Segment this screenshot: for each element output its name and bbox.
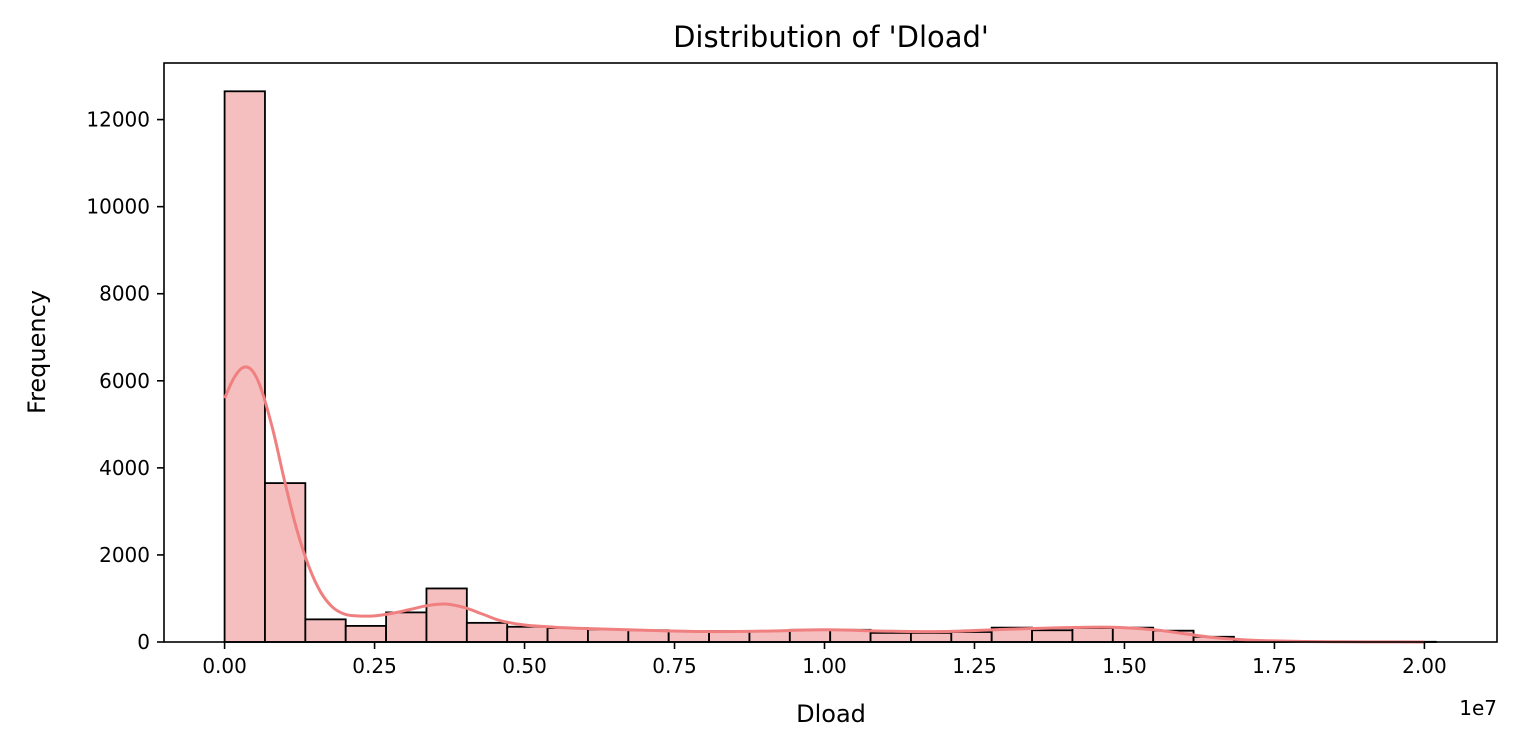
chart-title: Distribution of 'Dload' (673, 20, 989, 54)
y-tick-label: 0 (137, 630, 150, 654)
histogram-bar (264, 482, 307, 643)
histogram-bar (425, 587, 468, 643)
x-tick-label: 0.25 (352, 654, 397, 678)
histogram-bar (587, 628, 630, 643)
y-tick-label: 10000 (86, 195, 150, 219)
y-tick-label: 12000 (86, 108, 150, 132)
histogram-bar (1031, 629, 1074, 643)
histogram-bar (344, 624, 387, 643)
histogram-bars (223, 90, 1437, 643)
y-tick-label: 4000 (99, 456, 150, 480)
y-tick-label: 6000 (99, 369, 150, 393)
histogram-bar (869, 631, 912, 643)
x-tick-label: 1.00 (802, 654, 847, 678)
plot-frame (163, 62, 1498, 643)
y-tick-label: 2000 (99, 543, 150, 567)
x-axis-offset-label: 1e7 (1459, 696, 1497, 720)
x-tick-label: 2.00 (1402, 654, 1447, 678)
x-tick-label: 1.75 (1252, 654, 1297, 678)
x-axis-label: Dload (796, 700, 866, 728)
x-tick-label: 1.25 (952, 654, 997, 678)
x-tick-label: 0.50 (502, 654, 547, 678)
histogram-bar (465, 621, 509, 643)
histogram-bar (304, 618, 347, 643)
histogram-bar (546, 627, 589, 643)
y-tick-label: 8000 (99, 282, 150, 306)
kde-curve (223, 365, 1425, 644)
y-axis-label: Frequency (23, 290, 51, 414)
histogram-bar (748, 630, 791, 643)
x-axis-ticks: 0.00 0.25 0.50 0.75 1.00 1.25 1.50 1.75 2.00 (202, 642, 1447, 678)
y-axis-ticks: 0 2000 4000 6000 8000 10000 12000 (86, 108, 164, 654)
x-tick-label: 1.50 (1102, 654, 1147, 678)
histogram-bar (910, 631, 953, 643)
histogram-bar (950, 631, 993, 643)
histogram-bar (506, 625, 549, 643)
x-tick-label: 0.00 (202, 654, 247, 678)
histogram-bar (385, 611, 428, 643)
x-tick-label: 0.75 (652, 654, 697, 678)
histogram-bar (1071, 627, 1114, 643)
